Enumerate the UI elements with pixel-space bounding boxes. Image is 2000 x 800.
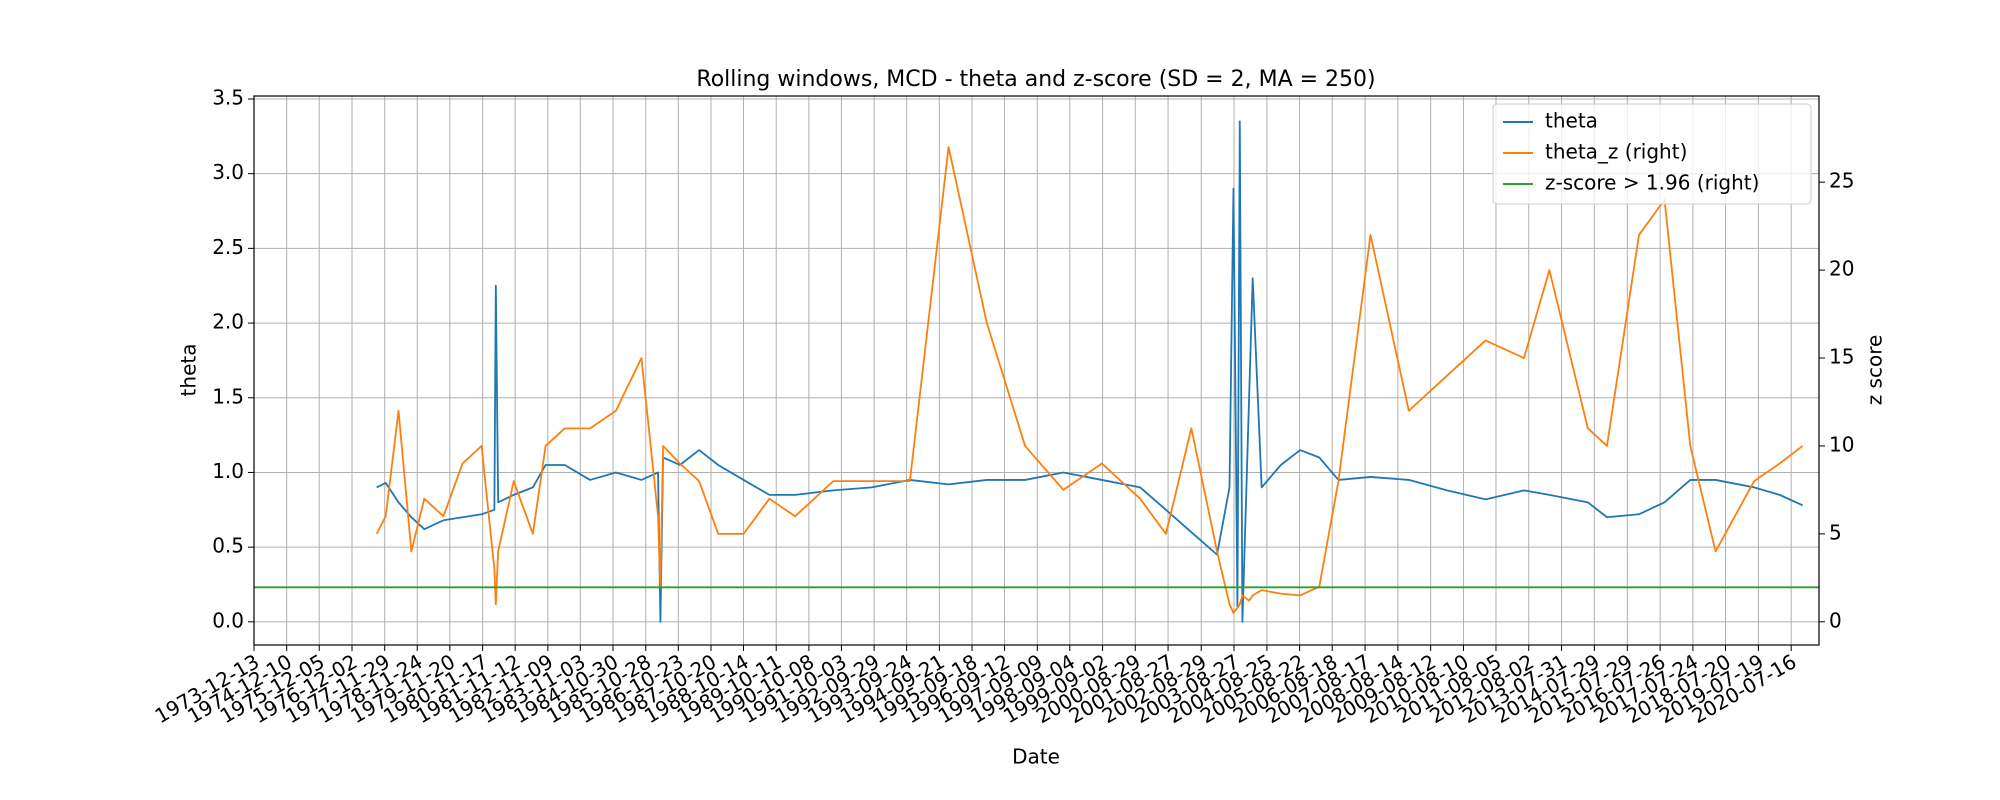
y2-tick-label: 5: [1829, 520, 1842, 544]
y2-tick-label: 0: [1829, 608, 1842, 632]
chart-title: Rolling windows, MCD - theta and z-score…: [696, 67, 1375, 92]
legend-box: [1492, 103, 1812, 205]
y-tick-label: 2.0: [212, 310, 244, 334]
series-line: [375, 146, 1804, 614]
y-tick-label: 0.0: [212, 608, 244, 632]
legend-label: z-score > 1.96 (right): [1545, 171, 1759, 195]
y-tick-label: 3.5: [212, 85, 244, 109]
y2-tick-label: 10: [1829, 432, 1854, 456]
y-tick-label: 2.5: [212, 235, 244, 259]
legend-label: theta_z (right): [1545, 140, 1687, 164]
y-tick-label: 1.0: [212, 459, 244, 483]
x-axis-label: Date: [1012, 745, 1060, 769]
y2-axis-label: z score: [1863, 335, 1887, 406]
y-tick-label: 1.5: [212, 384, 244, 408]
y2-tick-label: 20: [1829, 257, 1854, 281]
y2-tick-label: 25: [1829, 169, 1854, 193]
y2-tick-label: 15: [1829, 345, 1854, 369]
legend: theta theta_z (right) z-score > 1.96 (righ…: [1492, 103, 1812, 205]
y-tick-label: 0.5: [212, 534, 244, 558]
y-axis-label: theta: [177, 344, 201, 397]
legend-label: theta: [1545, 109, 1598, 133]
y-tick-label: 3.0: [212, 160, 244, 184]
plot-frame: [253, 95, 1820, 646]
